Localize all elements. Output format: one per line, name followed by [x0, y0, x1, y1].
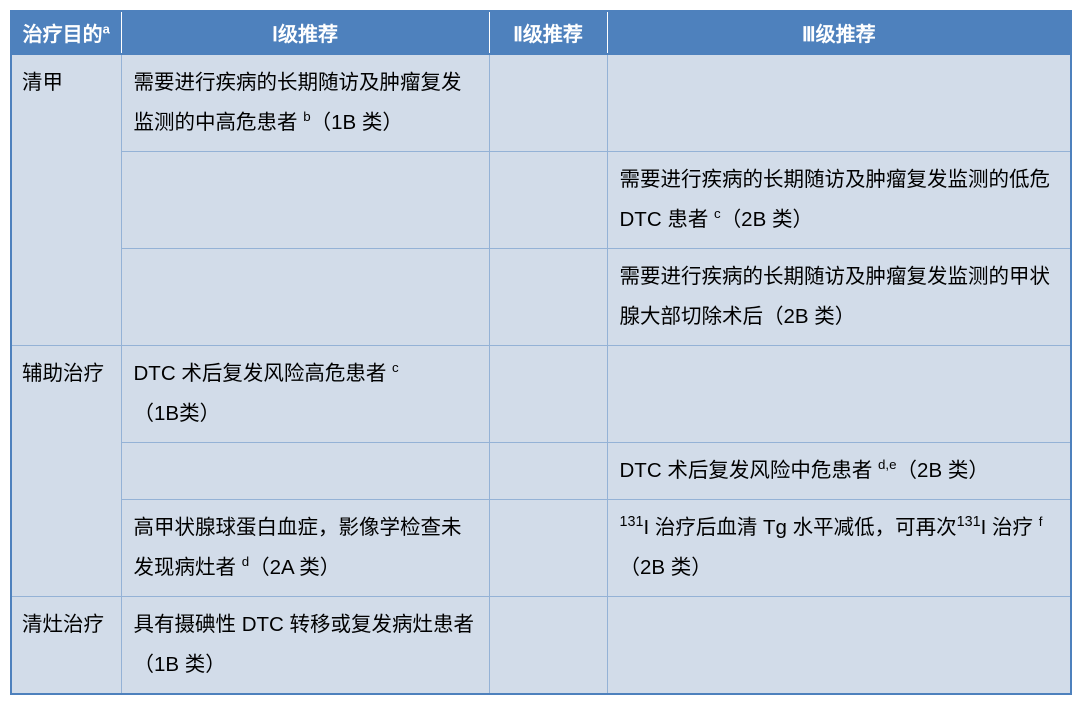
lvl3-cell [607, 345, 1071, 442]
lvl1-cell: 高甲状腺球蛋白血症，影像学检查未发现病灶者 d（2A 类） [121, 499, 489, 596]
lvl2-cell [489, 345, 607, 442]
header-row: 治疗目的a Ⅰ级推荐 Ⅱ级推荐 Ⅲ级推荐 [11, 11, 1071, 54]
header-level3: Ⅲ级推荐 [607, 11, 1071, 54]
recommendation-table-container: 治疗目的a Ⅰ级推荐 Ⅱ级推荐 Ⅲ级推荐 清甲 需要进行疾病的长期随访及肿瘤复发… [10, 10, 1070, 695]
lvl2-cell [489, 442, 607, 499]
lvl1-cell [121, 248, 489, 345]
lvl3-cell: 131I 治疗后血清 Tg 水平减低，可再次131I 治疗 f（2B 类） [607, 499, 1071, 596]
lvl3-cell [607, 54, 1071, 151]
lvl1-cell [121, 442, 489, 499]
header-goal-text: 治疗目的 [23, 24, 103, 46]
goal-cell: 清灶治疗 [11, 596, 121, 693]
lvl3-cell: 需要进行疾病的长期随访及肿瘤复发监测的低危 DTC 患者 c（2B 类） [607, 151, 1071, 248]
lvl1-cell: 具有摄碘性 DTC 转移或复发病灶患者（1B 类） [121, 596, 489, 693]
lvl2-cell [489, 54, 607, 151]
lvl1-cell: 需要进行疾病的长期随访及肿瘤复发监测的中高危患者 b（1B 类） [121, 54, 489, 151]
table-row: 清灶治疗 具有摄碘性 DTC 转移或复发病灶患者（1B 类） [11, 596, 1071, 693]
lvl2-cell [489, 596, 607, 693]
goal-cell: 清甲 [11, 54, 121, 345]
isotope: 131 [957, 516, 981, 539]
lvl3-cell: 需要进行疾病的长期随访及肿瘤复发监测的甲状腺大部切除术后（2B 类） [607, 248, 1071, 345]
lvl1-cell: DTC 术后复发风险高危患者 c（1B类） [121, 345, 489, 442]
isotope: 131 [620, 516, 644, 539]
header-level1: Ⅰ级推荐 [121, 11, 489, 54]
lvl3-cell [607, 596, 1071, 693]
table-row: 需要进行疾病的长期随访及肿瘤复发监测的甲状腺大部切除术后（2B 类） [11, 248, 1071, 345]
lvl2-cell [489, 499, 607, 596]
table-row: DTC 术后复发风险中危患者 d,e（2B 类） [11, 442, 1071, 499]
goal-cell: 辅助治疗 [11, 345, 121, 596]
header-level2: Ⅱ级推荐 [489, 11, 607, 54]
table-row: 需要进行疾病的长期随访及肿瘤复发监测的低危 DTC 患者 c（2B 类） [11, 151, 1071, 248]
lvl2-cell [489, 151, 607, 248]
lvl2-cell [489, 248, 607, 345]
table-row: 辅助治疗 DTC 术后复发风险高危患者 c（1B类） [11, 345, 1071, 442]
recommendation-table: 治疗目的a Ⅰ级推荐 Ⅱ级推荐 Ⅲ级推荐 清甲 需要进行疾病的长期随访及肿瘤复发… [10, 10, 1072, 695]
header-goal: 治疗目的a [11, 11, 121, 54]
table-row: 高甲状腺球蛋白血症，影像学检查未发现病灶者 d（2A 类） 131I 治疗后血清… [11, 499, 1071, 596]
lvl1-cell [121, 151, 489, 248]
table-row: 清甲 需要进行疾病的长期随访及肿瘤复发监测的中高危患者 b（1B 类） [11, 54, 1071, 151]
header-goal-sup: a [103, 21, 110, 36]
lvl3-cell: DTC 术后复发风险中危患者 d,e（2B 类） [607, 442, 1071, 499]
